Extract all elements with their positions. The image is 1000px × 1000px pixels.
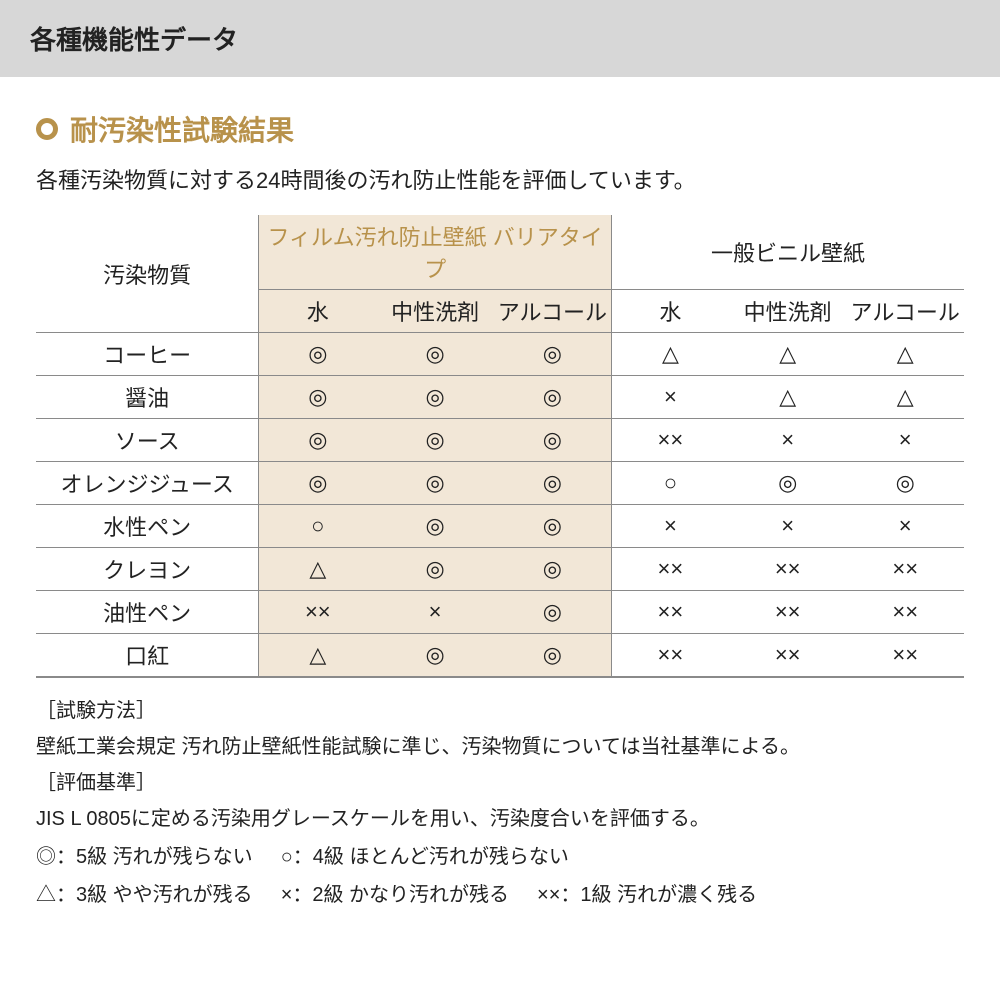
cell: ◎ xyxy=(376,634,494,678)
cell: ◎ xyxy=(259,462,377,505)
results-table: 汚染物質 フィルム汚れ防止壁紙 バリアタイプ 一般ビニル壁紙 水 中性洗剤 アル… xyxy=(36,215,964,678)
cell: × xyxy=(376,591,494,634)
cell: ×× xyxy=(259,591,377,634)
cell: ×× xyxy=(729,548,847,591)
row-label: 口紅 xyxy=(36,634,259,678)
notes-block: ［試験方法］ 壁紙工業会規定 汚れ防止壁紙性能試験に準じ、汚染物質については当社… xyxy=(36,694,964,912)
method-text: 壁紙工業会規定 汚れ防止壁紙性能試験に準じ、汚染物質については当社基準による。 xyxy=(36,730,964,764)
row-label: 水性ペン xyxy=(36,505,259,548)
section-subtitle: 各種汚染物質に対する24時間後の汚れ防止性能を評価しています。 xyxy=(36,163,964,195)
table-group-header: 汚染物質 フィルム汚れ防止壁紙 バリアタイプ 一般ビニル壁紙 xyxy=(36,215,964,290)
legend-item: ××：1級 汚れが濃く残る xyxy=(537,878,757,912)
cell: ×× xyxy=(729,634,847,678)
page-header: 各種機能性データ xyxy=(0,0,1000,77)
section-title-row: 耐汚染性試験結果 xyxy=(36,109,964,149)
legend-item: ×：2級 かなり汚れが残る xyxy=(281,878,509,912)
table-row: オレンジジュース◎◎◎○◎◎ xyxy=(36,462,964,505)
legend-item: ◎：5級 汚れが残らない xyxy=(36,840,253,874)
subcol: 中性洗剤 xyxy=(376,290,494,333)
row-label: 油性ペン xyxy=(36,591,259,634)
cell: ◎ xyxy=(376,333,494,376)
cell: △ xyxy=(259,548,377,591)
cell: ○ xyxy=(259,505,377,548)
cell: ◎ xyxy=(259,419,377,462)
cell: × xyxy=(611,505,729,548)
cell: ◎ xyxy=(494,376,612,419)
bullet-circle-icon xyxy=(36,118,58,140)
row-label: クレヨン xyxy=(36,548,259,591)
cell: ◎ xyxy=(376,505,494,548)
cell: ◎ xyxy=(376,548,494,591)
legend-item: ○：4級 ほとんど汚れが残らない xyxy=(281,840,569,874)
subcol: アルコール xyxy=(846,290,964,333)
row-header-label: 汚染物質 xyxy=(36,215,259,333)
cell: ◎ xyxy=(494,419,612,462)
criteria-label: ［評価基準］ xyxy=(36,766,964,800)
cell: ◎ xyxy=(376,462,494,505)
cell: ○ xyxy=(611,462,729,505)
table-row: クレヨン△◎◎×××××× xyxy=(36,548,964,591)
cell: △ xyxy=(259,634,377,678)
cell: △ xyxy=(846,376,964,419)
group-header-film: フィルム汚れ防止壁紙 バリアタイプ xyxy=(259,215,612,290)
cell: ×× xyxy=(611,548,729,591)
cell: ◎ xyxy=(846,462,964,505)
cell: ◎ xyxy=(494,548,612,591)
method-label: ［試験方法］ xyxy=(36,694,964,728)
table-row: 醤油◎◎◎×△△ xyxy=(36,376,964,419)
subcol: 中性洗剤 xyxy=(729,290,847,333)
table-row: ソース◎◎◎×××× xyxy=(36,419,964,462)
cell: ×× xyxy=(611,634,729,678)
cell: × xyxy=(611,376,729,419)
cell: ×× xyxy=(611,591,729,634)
cell: ×× xyxy=(846,634,964,678)
cell: ◎ xyxy=(376,376,494,419)
cell: △ xyxy=(846,333,964,376)
row-label: オレンジジュース xyxy=(36,462,259,505)
cell: ◎ xyxy=(259,376,377,419)
cell: ×× xyxy=(846,591,964,634)
legend-row-1: ◎：5級 汚れが残らない ○：4級 ほとんど汚れが残らない xyxy=(36,840,964,874)
cell: ◎ xyxy=(494,333,612,376)
legend-item: △：3級 やや汚れが残る xyxy=(36,878,253,912)
cell: × xyxy=(729,419,847,462)
row-label: コーヒー xyxy=(36,333,259,376)
cell: ◎ xyxy=(729,462,847,505)
table-row: 油性ペン×××◎×××××× xyxy=(36,591,964,634)
row-label: 醤油 xyxy=(36,376,259,419)
cell: ×× xyxy=(611,419,729,462)
cell: △ xyxy=(729,333,847,376)
cell: ◎ xyxy=(494,505,612,548)
subcol: 水 xyxy=(259,290,377,333)
criteria-text: JIS L 0805に定める汚染用グレースケールを用い、汚染度合いを評価する。 xyxy=(36,802,964,836)
cell: ◎ xyxy=(494,591,612,634)
cell: ×× xyxy=(846,548,964,591)
cell: × xyxy=(846,505,964,548)
row-label: ソース xyxy=(36,419,259,462)
cell: × xyxy=(846,419,964,462)
page-title: 各種機能性データ xyxy=(30,25,238,55)
cell: ◎ xyxy=(494,634,612,678)
group-header-general: 一般ビニル壁紙 xyxy=(611,215,964,290)
subcol: 水 xyxy=(611,290,729,333)
cell: ◎ xyxy=(376,419,494,462)
subcol: アルコール xyxy=(494,290,612,333)
table-row: 水性ペン○◎◎××× xyxy=(36,505,964,548)
cell: ◎ xyxy=(259,333,377,376)
content-area: 耐汚染性試験結果 各種汚染物質に対する24時間後の汚れ防止性能を評価しています。… xyxy=(0,77,1000,912)
cell: ×× xyxy=(729,591,847,634)
table-row: 口紅△◎◎×××××× xyxy=(36,634,964,678)
legend-row-2: △：3級 やや汚れが残る ×：2級 かなり汚れが残る ××：1級 汚れが濃く残る xyxy=(36,878,964,912)
cell: △ xyxy=(611,333,729,376)
section-title: 耐汚染性試験結果 xyxy=(70,109,294,149)
table-row: コーヒー◎◎◎△△△ xyxy=(36,333,964,376)
cell: △ xyxy=(729,376,847,419)
cell: × xyxy=(729,505,847,548)
cell: ◎ xyxy=(494,462,612,505)
